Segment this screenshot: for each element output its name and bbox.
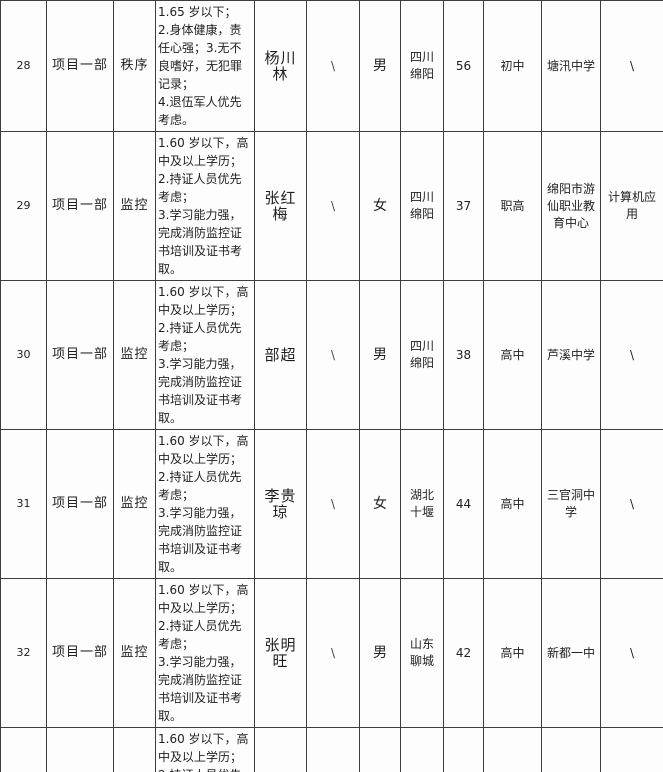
cell-post: 监控 bbox=[113, 429, 156, 579]
cell-major: 建筑工程技术 bbox=[600, 727, 663, 772]
table-row: 29 项目一部 监控 1.60 岁以下，高中及以上学历； 2.持证人员优先考虑；… bbox=[0, 131, 663, 281]
cell-row-number: 30 bbox=[0, 280, 47, 430]
cell-gender: 女 bbox=[359, 429, 401, 579]
cell-department: 项目一部 bbox=[46, 0, 114, 132]
table-row: 30 项目一部 监控 1.60 岁以下，高中及以上学历； 2.持证人员优先考虑；… bbox=[0, 280, 663, 430]
cell-hometown: 四川 绵阳 bbox=[400, 0, 444, 132]
cell-hometown: 四川 绵阳 bbox=[400, 727, 444, 772]
table-row: 31 项目一部 监控 1.60 岁以下，高中及以上学历； 2.持证人员优先考虑；… bbox=[0, 429, 663, 579]
cell-post: 监控 bbox=[113, 727, 156, 772]
cell-row-number: 29 bbox=[0, 131, 47, 281]
cell-department: 项目一部 bbox=[46, 131, 114, 281]
cell-name: 张红梅 bbox=[254, 131, 307, 281]
cell-age: 38 bbox=[443, 280, 484, 430]
cell-education: 职高 bbox=[483, 131, 542, 281]
cell-name: 王景 bbox=[254, 727, 307, 772]
cell-requirements: 1.60 岁以下，高中及以上学历； 2.持证人员优先考虑； 3.学习能力强，完成… bbox=[155, 429, 255, 579]
cell-name: 杨川林 bbox=[254, 0, 307, 132]
cell-hometown: 山东 聊城 bbox=[400, 578, 444, 728]
cell-major: 计算机应用 bbox=[600, 131, 663, 281]
cell-requirements: 1.60 岁以下，高中及以上学历； 2.持证人员优先考虑； 3.学习能力强，完成… bbox=[155, 727, 255, 772]
cell-hometown: 四川 绵阳 bbox=[400, 131, 444, 281]
cell-education: 大专 bbox=[483, 727, 542, 772]
cell-hometown: 四川 绵阳 bbox=[400, 280, 444, 430]
cell-department: 项目一部 bbox=[46, 727, 114, 772]
cell-major: \ bbox=[600, 0, 663, 132]
cell-gender: 男 bbox=[359, 727, 401, 772]
cell-row-number: 28 bbox=[0, 0, 47, 132]
cell-department: 项目一部 bbox=[46, 280, 114, 430]
cell-school: 芦溪中学 bbox=[541, 280, 601, 430]
cell-slash: \ bbox=[306, 280, 360, 430]
cell-slash: \ bbox=[306, 578, 360, 728]
cell-slash: \ bbox=[306, 727, 360, 772]
cell-post: 监控 bbox=[113, 280, 156, 430]
cell-hometown: 湖北 十堰 bbox=[400, 429, 444, 579]
cell-slash: \ bbox=[306, 429, 360, 579]
cell-age: 42 bbox=[443, 578, 484, 728]
cell-major: \ bbox=[600, 578, 663, 728]
cell-major: \ bbox=[600, 280, 663, 430]
cell-row-number: 33 bbox=[0, 727, 47, 772]
cell-age: 37 bbox=[443, 131, 484, 281]
cell-gender: 男 bbox=[359, 578, 401, 728]
cell-name: 李贵琼 bbox=[254, 429, 307, 579]
cell-age: 44 bbox=[443, 429, 484, 579]
cell-education: 高中 bbox=[483, 280, 542, 430]
cell-slash: \ bbox=[306, 0, 360, 132]
cell-name: 部超 bbox=[254, 280, 307, 430]
cell-age: 35 bbox=[443, 727, 484, 772]
cell-department: 项目一部 bbox=[46, 578, 114, 728]
cell-gender: 女 bbox=[359, 131, 401, 281]
cell-requirements: 1.60 岁以下，高中及以上学历； 2.持证人员优先考虑； 3.学习能力强，完成… bbox=[155, 280, 255, 430]
cell-school: 绵阳市游仙职业教育中心 bbox=[541, 131, 601, 281]
cell-education: 高中 bbox=[483, 578, 542, 728]
table-row: 33 项目一部 监控 1.60 岁以下，高中及以上学历； 2.持证人员优先考虑；… bbox=[0, 727, 663, 772]
cell-education: 高中 bbox=[483, 429, 542, 579]
cell-education: 初中 bbox=[483, 0, 542, 132]
cell-gender: 男 bbox=[359, 280, 401, 430]
cell-department: 项目一部 bbox=[46, 429, 114, 579]
cell-school: 塘汛中学 bbox=[541, 0, 601, 132]
cell-post: 监控 bbox=[113, 578, 156, 728]
cell-age: 56 bbox=[443, 0, 484, 132]
cell-post: 秩序 bbox=[113, 0, 156, 132]
cell-row-number: 31 bbox=[0, 429, 47, 579]
cell-major: \ bbox=[600, 429, 663, 579]
cell-school: 三官洞中学 bbox=[541, 429, 601, 579]
cell-school: 国家开放大学 bbox=[541, 727, 601, 772]
cell-row-number: 32 bbox=[0, 578, 47, 728]
cell-requirements: 1.65 岁以下； 2.身体健康，责任心强；3.无不良嗜好，无犯罪记录； 4.退… bbox=[155, 0, 255, 132]
table-row: 28 项目一部 秩序 1.65 岁以下； 2.身体健康，责任心强；3.无不良嗜好… bbox=[0, 0, 663, 132]
cell-requirements: 1.60 岁以下，高中及以上学历； 2.持证人员优先考虑； 3.学习能力强，完成… bbox=[155, 131, 255, 281]
cell-school: 新都一中 bbox=[541, 578, 601, 728]
cell-slash: \ bbox=[306, 131, 360, 281]
cell-requirements: 1.60 岁以下，高中及以上学历； 2.持证人员优先考虑； 3.学习能力强，完成… bbox=[155, 578, 255, 728]
cell-name: 张明旺 bbox=[254, 578, 307, 728]
table-row: 32 项目一部 监控 1.60 岁以下，高中及以上学历； 2.持证人员优先考虑；… bbox=[0, 578, 663, 728]
cell-post: 监控 bbox=[113, 131, 156, 281]
cell-gender: 男 bbox=[359, 0, 401, 132]
